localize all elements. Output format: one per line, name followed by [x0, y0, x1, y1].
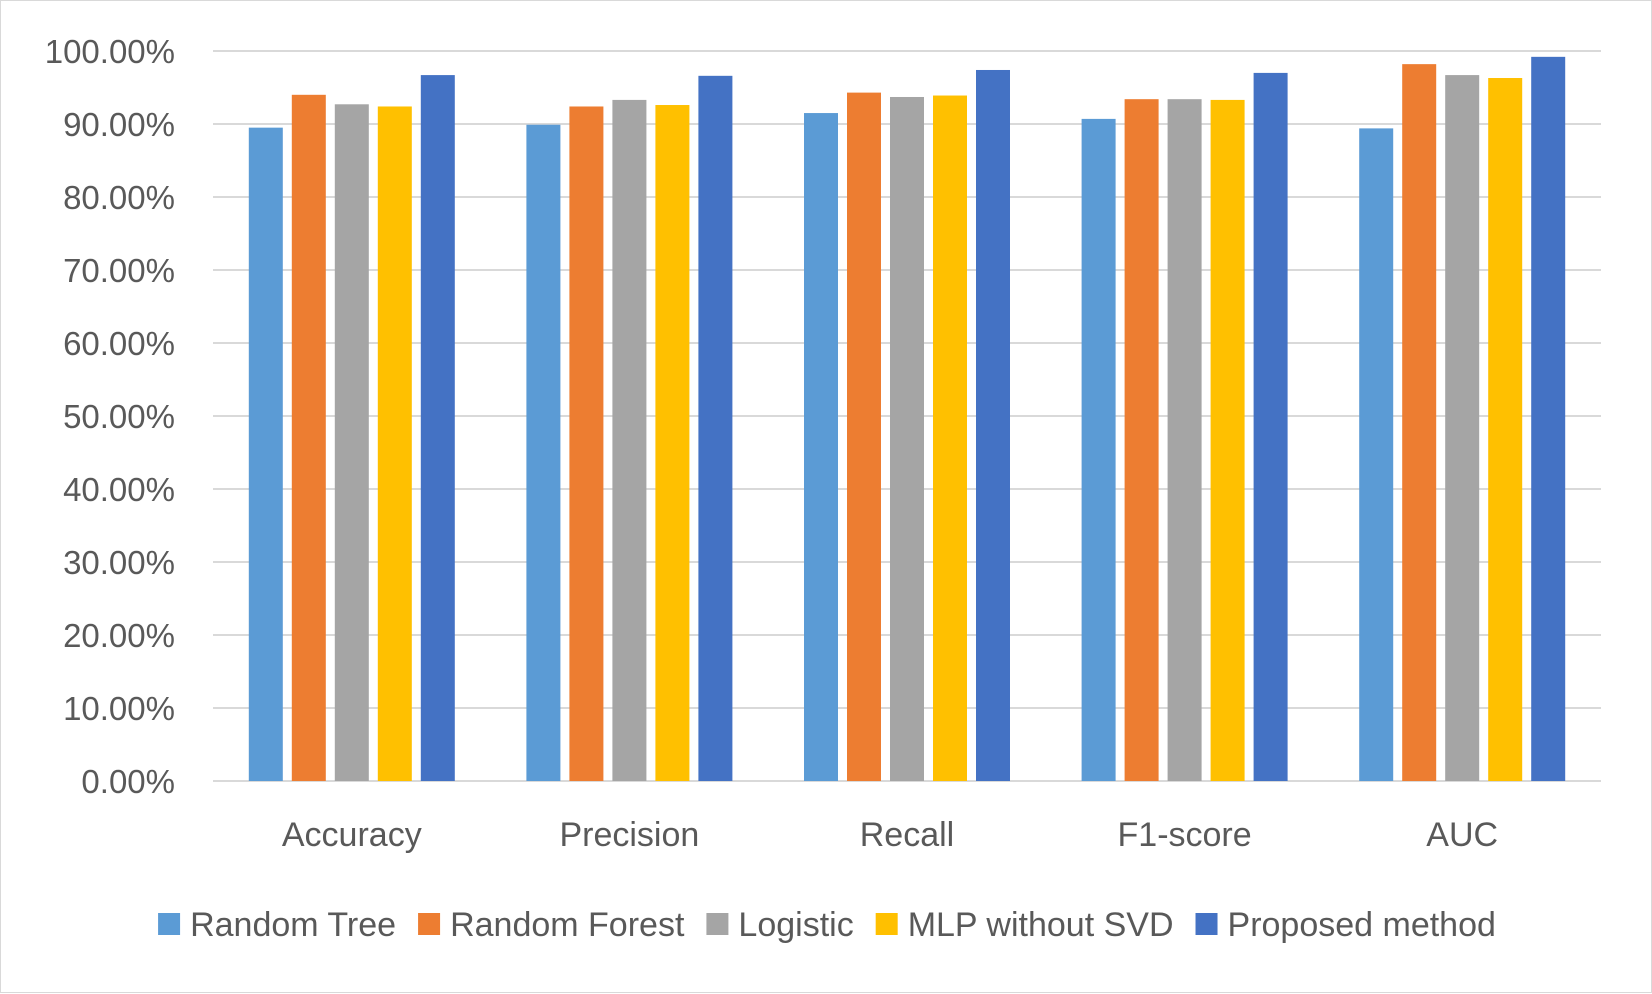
bar-mlp-without-svd-f1-score [1210, 99, 1245, 781]
bar-proposed-method-auc [1531, 56, 1566, 781]
y-tick-label: 60.00% [63, 325, 175, 362]
y-tick-label: 20.00% [63, 617, 175, 654]
bar-random-tree-precision [526, 124, 561, 782]
x-category-label: Accuracy [282, 816, 422, 854]
y-tick-label: 70.00% [63, 252, 175, 289]
y-tick-label: 100.00% [45, 33, 175, 70]
legend-swatch [158, 913, 181, 935]
x-category-label: AUC [1426, 816, 1498, 854]
legend-item-random-forest: Random Forest [418, 906, 685, 944]
bar-random-tree-auc [1359, 128, 1394, 781]
bar-random-forest-accuracy [291, 94, 326, 782]
legend-item-random-tree: Random Tree [158, 906, 396, 944]
legend-swatch [1195, 913, 1218, 935]
bar-random-tree-f1-score [1081, 118, 1116, 781]
x-category-label: Precision [559, 816, 699, 854]
bar-random-forest-f1-score [1124, 99, 1159, 782]
legend-label: Random Forest [450, 906, 685, 944]
bar-logistic-precision [612, 99, 647, 781]
bar-proposed-method-recall [976, 69, 1010, 782]
bar-proposed-method-f1-score [1253, 72, 1288, 781]
y-tick-label: 90.00% [63, 106, 175, 143]
legend-swatch [418, 913, 441, 935]
y-tick-label: 30.00% [63, 544, 175, 581]
bar-mlp-without-svd-auc [1488, 78, 1523, 781]
bar-mlp-without-svd-recall [933, 95, 967, 781]
y-tick-label: 50.00% [63, 398, 175, 435]
legend-label: Proposed method [1228, 906, 1496, 944]
y-tick-label: 80.00% [63, 179, 175, 216]
bar-random-tree-recall [804, 113, 838, 782]
legend-item-logistic: Logistic [706, 906, 854, 944]
bar-logistic-recall [890, 96, 924, 782]
bar-logistic-accuracy [334, 104, 369, 782]
bar-mlp-without-svd-accuracy [377, 106, 412, 782]
x-category-label: F1-score [1118, 816, 1252, 854]
legend-label: Logistic [738, 906, 853, 944]
legend-swatch [706, 913, 729, 935]
legend-label: Random Tree [190, 906, 396, 944]
legend-item-proposed-method: Proposed method [1195, 906, 1496, 944]
x-axis-categories: Accuracy Precision Recall F1-score AUC [282, 816, 1498, 854]
legend: Random Tree Random Forest Logistic MLP with… [158, 906, 1496, 944]
bars [248, 56, 1566, 782]
x-category-label: Recall [860, 816, 954, 854]
bar-proposed-method-accuracy [420, 75, 455, 782]
bar-mlp-without-svd-precision [655, 105, 690, 781]
bar-random-forest-precision [569, 106, 604, 782]
legend-item-mlp-without-svd: MLP without SVD [875, 906, 1174, 944]
bar-logistic-f1-score [1167, 99, 1202, 782]
bar-logistic-auc [1445, 75, 1480, 782]
bar-random-forest-auc [1402, 64, 1437, 781]
y-axis-ticks: 0.00% 10.00% 20.00% 30.00% 40.00% 50.00% 60.00… [45, 33, 175, 800]
y-tick-label: 10.00% [63, 690, 175, 727]
y-tick-label: 40.00% [63, 471, 175, 508]
bar-random-forest-recall [847, 92, 881, 782]
bar-proposed-method-precision [698, 75, 733, 781]
legend-swatch [875, 913, 898, 935]
legend-label: MLP without SVD [908, 906, 1174, 944]
bar-random-tree-accuracy [248, 127, 283, 781]
y-tick-label: 0.00% [81, 763, 175, 800]
